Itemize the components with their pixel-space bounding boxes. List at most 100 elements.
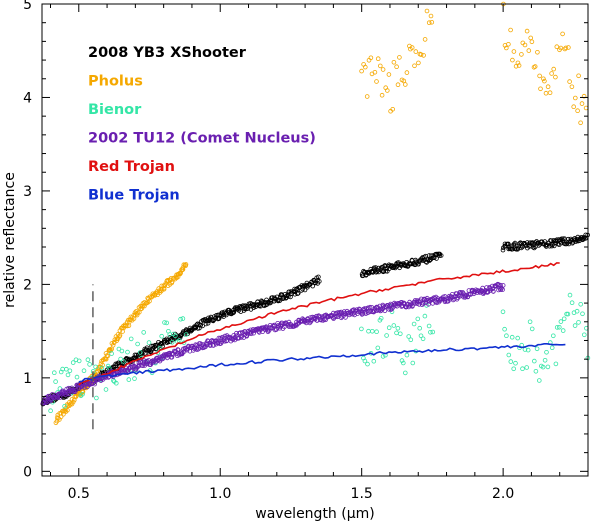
data-point <box>117 332 123 338</box>
data-point <box>62 403 67 409</box>
data-point <box>551 66 556 72</box>
data-point <box>66 391 72 396</box>
data-point <box>391 323 397 328</box>
data-point <box>530 240 535 245</box>
data-point <box>411 321 417 327</box>
data-point <box>44 399 50 405</box>
data-point <box>560 328 566 333</box>
data-point <box>152 293 158 298</box>
data-point <box>529 39 535 45</box>
legend-entry: Red Trojan <box>88 159 175 175</box>
data-point <box>404 352 410 358</box>
data-point <box>118 356 123 362</box>
data-point <box>62 408 68 413</box>
data-point <box>57 386 63 391</box>
data-point <box>545 364 551 370</box>
data-point <box>524 365 529 370</box>
data-point <box>58 414 64 420</box>
data-point <box>245 306 251 311</box>
data-point <box>178 349 184 355</box>
y-tick-label: 2 <box>23 277 32 293</box>
data-point <box>522 42 528 48</box>
data-point <box>541 76 546 82</box>
data-point <box>384 266 390 271</box>
data-point <box>554 44 560 49</box>
data-point <box>434 300 440 306</box>
data-point <box>208 342 213 348</box>
data-point <box>540 364 546 370</box>
data-point <box>378 315 384 321</box>
data-point <box>94 395 99 401</box>
data-point <box>408 337 414 343</box>
data-point <box>61 411 66 417</box>
data-point <box>81 368 87 374</box>
data-point <box>51 370 57 376</box>
data-point <box>155 292 160 298</box>
data-point <box>579 101 585 106</box>
data-point <box>369 328 375 334</box>
data-point <box>505 241 511 247</box>
legend-entry: Bienor <box>88 102 142 118</box>
data-point <box>80 389 86 394</box>
data-point <box>117 328 123 333</box>
data-point <box>173 333 178 339</box>
data-point <box>316 279 322 284</box>
data-point <box>500 287 505 292</box>
data-point <box>508 27 513 33</box>
data-point <box>395 325 401 331</box>
data-point <box>484 285 489 290</box>
data-point <box>180 316 186 321</box>
data-point <box>530 244 536 250</box>
data-point <box>550 333 556 339</box>
data-point <box>248 331 254 337</box>
series-line <box>78 262 560 386</box>
data-point <box>343 315 348 320</box>
data-point <box>490 286 496 292</box>
data-point <box>538 86 543 92</box>
data-point <box>520 366 525 372</box>
data-point <box>409 45 415 50</box>
data-point <box>426 323 432 329</box>
legend: 2008 YB3 XShooter Pholus Bienor 2002 TU12 (… <box>88 45 316 204</box>
data-point <box>560 31 565 37</box>
data-point <box>426 301 431 307</box>
data-point <box>395 82 401 87</box>
data-point <box>301 283 307 288</box>
data-point <box>365 361 370 367</box>
data-point <box>404 70 410 75</box>
data-point <box>149 370 155 376</box>
data-point <box>126 323 132 328</box>
data-point <box>553 361 559 367</box>
data-point <box>525 347 531 353</box>
data-point <box>422 37 428 42</box>
series-5 <box>78 342 566 383</box>
data-point <box>114 380 119 386</box>
data-point <box>362 358 368 364</box>
data-point <box>53 379 58 384</box>
data-point <box>513 360 518 366</box>
data-point <box>162 320 167 325</box>
data-point <box>420 336 426 342</box>
data-point <box>87 362 92 367</box>
data-point <box>417 325 423 331</box>
data-point <box>437 253 442 259</box>
data-point <box>428 329 433 335</box>
data-point <box>392 264 398 270</box>
data-point <box>572 323 578 328</box>
data-point <box>119 348 125 354</box>
data-point <box>69 397 75 402</box>
data-point <box>183 262 189 267</box>
plot-frame <box>41 3 589 477</box>
data-point <box>511 241 517 247</box>
data-point <box>121 359 126 364</box>
x-tick-label: 2.0 <box>492 486 514 502</box>
data-point <box>556 324 562 330</box>
data-point <box>135 341 140 347</box>
data-point <box>549 345 555 351</box>
data-point <box>527 319 533 325</box>
data-point <box>569 84 575 90</box>
data-point <box>390 107 396 112</box>
data-point <box>112 339 117 345</box>
data-point <box>547 90 553 95</box>
